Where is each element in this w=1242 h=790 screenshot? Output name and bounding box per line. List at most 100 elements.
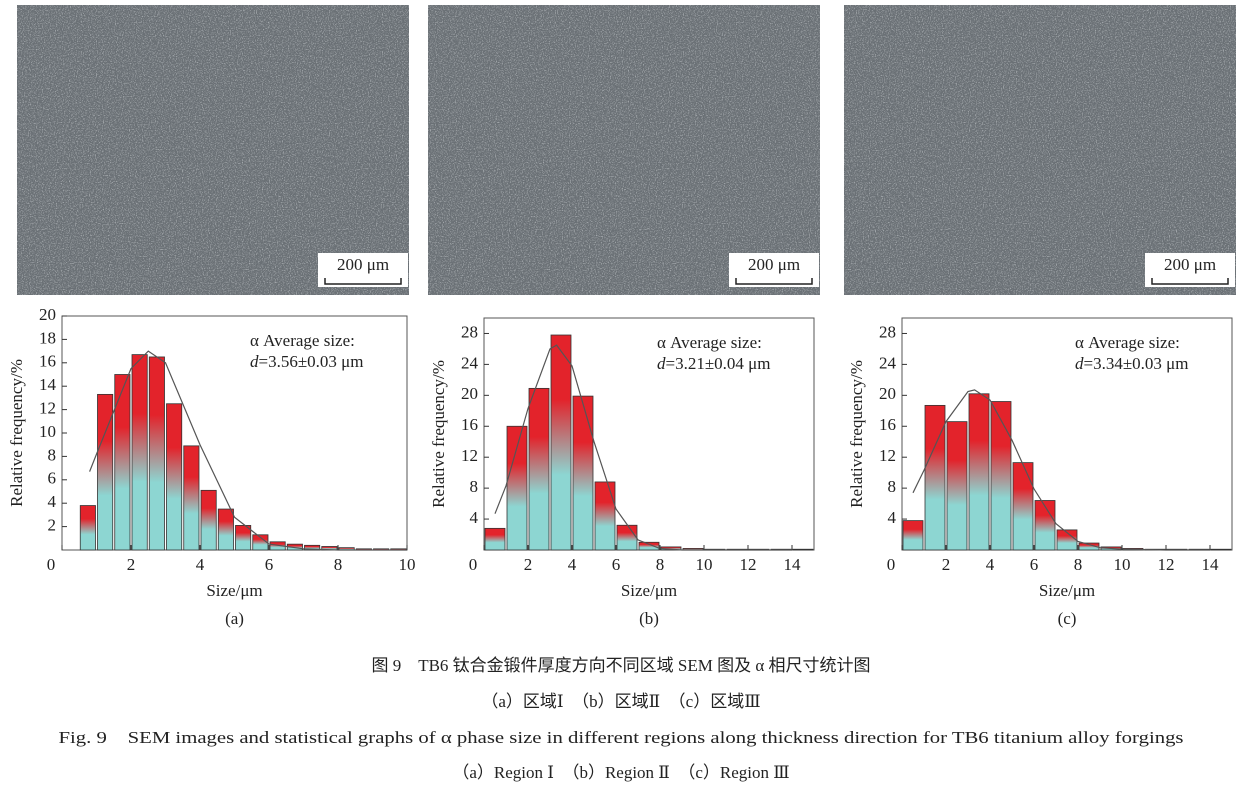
sem-image: 200 μm [428,5,820,295]
y-tick-label: 12 [879,446,896,465]
x-tick-label: 8 [656,555,665,574]
x-tick-label: 0 [47,555,56,574]
y-tick-label: 6 [48,469,57,488]
annotation-symbol: d [1075,354,1084,373]
y-tick-label: 8 [470,477,479,496]
panel-label: (b) [639,609,659,628]
y-axis-label: Relative frequency/% [429,360,448,508]
bar [484,527,506,551]
annotation-title: α Average size: [657,333,762,352]
y-tick-label: 2 [48,516,57,535]
bar [506,425,528,551]
bar [166,403,183,551]
scale-bar-box [729,253,819,287]
y-tick-label: 20 [879,384,896,403]
annotation-value: =3.56±0.03 μm [259,352,364,371]
bar [946,421,968,551]
bar [1012,462,1034,551]
y-tick-label: 28 [461,322,478,341]
bar [990,401,1012,551]
y-axis-label: Relative frequency/% [847,360,866,508]
caption-zh-title: 图 9 TB6 钛合金锻件厚度方向不同区域 SEM 图及 α 相尺寸统计图 [371,656,870,675]
caption-en-parts: （a）Region Ⅰ （b）Region Ⅱ （c）Region Ⅲ [452,763,789,782]
caption-en-title: Fig. 9 SEM images and statistical graphs… [59,728,1184,747]
annotation: d=3.34±0.03 μm [1075,354,1189,373]
x-tick-label: 0 [887,555,896,574]
annotation-value: =3.34±0.03 μm [1084,354,1189,373]
fit-curve [494,344,792,551]
y-tick-label: 16 [39,352,56,371]
bar [550,334,572,551]
y-tick-label: 16 [879,415,896,434]
scale-bar-box [1145,253,1235,287]
bar [304,544,321,551]
x-tick-label: 8 [1074,555,1083,574]
y-tick-label: 8 [48,445,57,464]
y-tick-label: 14 [39,375,57,394]
x-tick-label: 6 [265,555,274,574]
x-tick-label: 0 [469,555,478,574]
x-tick-label: 12 [1158,555,1175,574]
bar [594,481,616,551]
y-tick-label: 18 [39,328,56,347]
bar [572,395,594,551]
y-tick-label: 20 [461,384,478,403]
histogram: 0 2 4 6 8 10 12 14481216202428Size/μm(c)Relativ… [847,317,1233,628]
annotation: d=3.56±0.03 μm [250,352,364,371]
x-tick-label: 10 [399,555,416,574]
scale-bar-box [318,253,408,287]
x-axis-label: Size/μm [1039,581,1095,600]
x-tick-label: 14 [1202,555,1220,574]
bar [252,534,269,551]
scale-bar-label: 200 μm [748,255,800,274]
annotation-symbol: d [657,354,666,373]
y-tick-label: 24 [461,353,479,372]
x-tick-label: 6 [1030,555,1039,574]
y-tick-label: 12 [39,399,56,418]
bar [217,508,234,551]
bar [792,548,814,551]
bar [97,393,114,551]
bar [1034,500,1056,551]
bar [924,404,946,551]
annotation-value: =3.21±0.04 μm [666,354,771,373]
annotation-symbol: d [250,352,259,371]
y-tick-label: 16 [461,415,478,434]
x-tick-label: 10 [696,555,713,574]
x-tick-label: 2 [942,555,951,574]
x-tick-label: 6 [612,555,621,574]
y-axis-label: Relative frequency/% [7,359,26,507]
x-tick-label: 4 [196,555,205,574]
histogram: 0 2 4 6 8 10 12 14481216202428Size/μm(b)Relativ… [429,317,815,628]
y-tick-label: 28 [879,322,896,341]
bar [131,354,148,551]
y-tick-label: 8 [888,477,897,496]
y-tick-label: 20 [39,305,56,324]
fit-curve [912,389,1210,551]
bar [183,445,200,551]
bar [79,505,96,551]
y-tick-label: 12 [461,446,478,465]
y-tick-label: 24 [879,353,897,372]
annotation-title: α Average size: [250,331,355,350]
scale-bar-label: 200 μm [337,255,389,274]
bar [616,524,638,551]
y-tick-label: 4 [888,508,897,527]
panel-label: (a) [225,609,244,628]
sem-image: 200 μm [844,5,1236,295]
bar [148,356,165,551]
sem-image: 200 μm [17,5,409,295]
y-tick-label: 4 [470,508,479,527]
annotation: d=3.21±0.04 μm [657,354,771,373]
bar [200,489,217,551]
caption-zh-parts: （a）区域Ⅰ （b）区域Ⅱ （c）区域Ⅲ [481,692,760,711]
bar [528,387,550,551]
annotation-title: α Average size: [1075,333,1180,352]
bar [638,541,660,551]
y-tick-label: 10 [39,422,56,441]
bar [114,374,131,551]
fit-curve [89,350,407,551]
x-tick-label: 8 [334,555,343,574]
x-tick-label: 4 [986,555,995,574]
